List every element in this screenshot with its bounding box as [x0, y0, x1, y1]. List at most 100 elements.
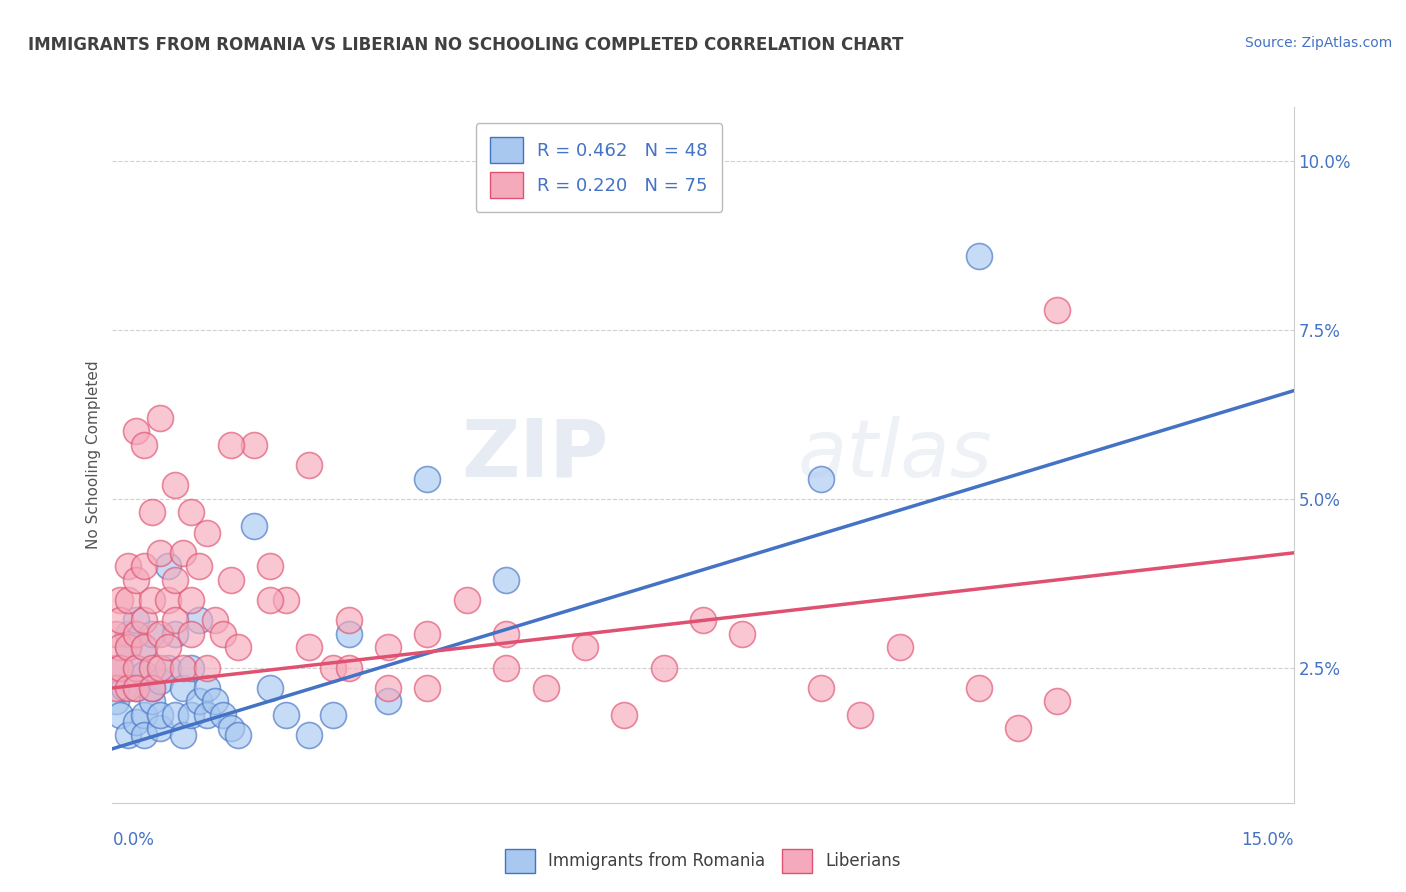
Point	[156, 661, 179, 675]
Point	[180, 505, 202, 519]
Point	[967, 249, 990, 263]
Point	[849, 708, 872, 723]
Point	[149, 708, 172, 723]
Point	[149, 546, 172, 560]
Point	[243, 438, 266, 452]
Point	[377, 681, 399, 695]
Point	[298, 458, 321, 472]
Point	[117, 559, 139, 574]
Point	[149, 627, 172, 641]
Text: ZIP: ZIP	[461, 416, 609, 494]
Point	[810, 681, 832, 695]
Point	[112, 681, 135, 695]
Point	[495, 627, 517, 641]
Point	[105, 627, 128, 641]
Point	[172, 546, 194, 560]
Point	[195, 681, 218, 695]
Point	[132, 640, 155, 655]
Point	[188, 614, 211, 628]
Point	[149, 661, 172, 675]
Point	[110, 708, 132, 723]
Point	[195, 708, 218, 723]
Point	[211, 708, 233, 723]
Point	[165, 708, 187, 723]
Point	[125, 661, 148, 675]
Point	[416, 627, 439, 641]
Point	[1007, 722, 1029, 736]
Point	[125, 614, 148, 628]
Point	[219, 722, 242, 736]
Point	[456, 593, 478, 607]
Point	[125, 627, 148, 641]
Point	[377, 640, 399, 655]
Point	[141, 593, 163, 607]
Point	[132, 728, 155, 742]
Point	[416, 472, 439, 486]
Point	[125, 661, 148, 675]
Point	[141, 681, 163, 695]
Point	[259, 681, 281, 695]
Point	[110, 614, 132, 628]
Point	[117, 593, 139, 607]
Text: 0.0%: 0.0%	[112, 830, 155, 848]
Point	[652, 661, 675, 675]
Point	[141, 505, 163, 519]
Point	[889, 640, 911, 655]
Point	[188, 694, 211, 708]
Point	[731, 627, 754, 641]
Point	[117, 640, 139, 655]
Point	[180, 661, 202, 675]
Point	[204, 614, 226, 628]
Point	[165, 478, 187, 492]
Point	[141, 627, 163, 641]
Point	[110, 593, 132, 607]
Point	[165, 573, 187, 587]
Point	[228, 640, 250, 655]
Point	[219, 573, 242, 587]
Text: atlas: atlas	[797, 416, 993, 494]
Point	[132, 438, 155, 452]
Point	[132, 667, 155, 681]
Point	[117, 681, 139, 695]
Point	[298, 728, 321, 742]
Legend: R = 0.462   N = 48, R = 0.220   N = 75: R = 0.462 N = 48, R = 0.220 N = 75	[475, 123, 723, 212]
Point	[298, 640, 321, 655]
Point	[1046, 694, 1069, 708]
Point	[117, 728, 139, 742]
Text: IMMIGRANTS FROM ROMANIA VS LIBERIAN NO SCHOOLING COMPLETED CORRELATION CHART: IMMIGRANTS FROM ROMANIA VS LIBERIAN NO S…	[28, 36, 904, 54]
Point	[172, 728, 194, 742]
Point	[105, 694, 128, 708]
Point	[110, 661, 132, 675]
Point	[228, 728, 250, 742]
Point	[156, 593, 179, 607]
Point	[337, 627, 360, 641]
Point	[274, 593, 297, 607]
Point	[172, 681, 194, 695]
Point	[141, 681, 163, 695]
Point	[165, 614, 187, 628]
Point	[132, 708, 155, 723]
Point	[188, 559, 211, 574]
Point	[337, 614, 360, 628]
Legend: Immigrants from Romania, Liberians: Immigrants from Romania, Liberians	[498, 842, 908, 880]
Y-axis label: No Schooling Completed: No Schooling Completed	[86, 360, 101, 549]
Point	[337, 661, 360, 675]
Point	[110, 661, 132, 675]
Point	[322, 661, 344, 675]
Point	[104, 661, 127, 675]
Point	[141, 694, 163, 708]
Point	[180, 593, 202, 607]
Point	[165, 627, 187, 641]
Point	[195, 525, 218, 540]
Point	[149, 722, 172, 736]
Point	[172, 661, 194, 675]
Point	[117, 640, 139, 655]
Point	[810, 472, 832, 486]
Point	[180, 627, 202, 641]
Point	[259, 593, 281, 607]
Point	[195, 661, 218, 675]
Point	[149, 410, 172, 425]
Point	[141, 661, 163, 675]
Point	[180, 708, 202, 723]
Point	[534, 681, 557, 695]
